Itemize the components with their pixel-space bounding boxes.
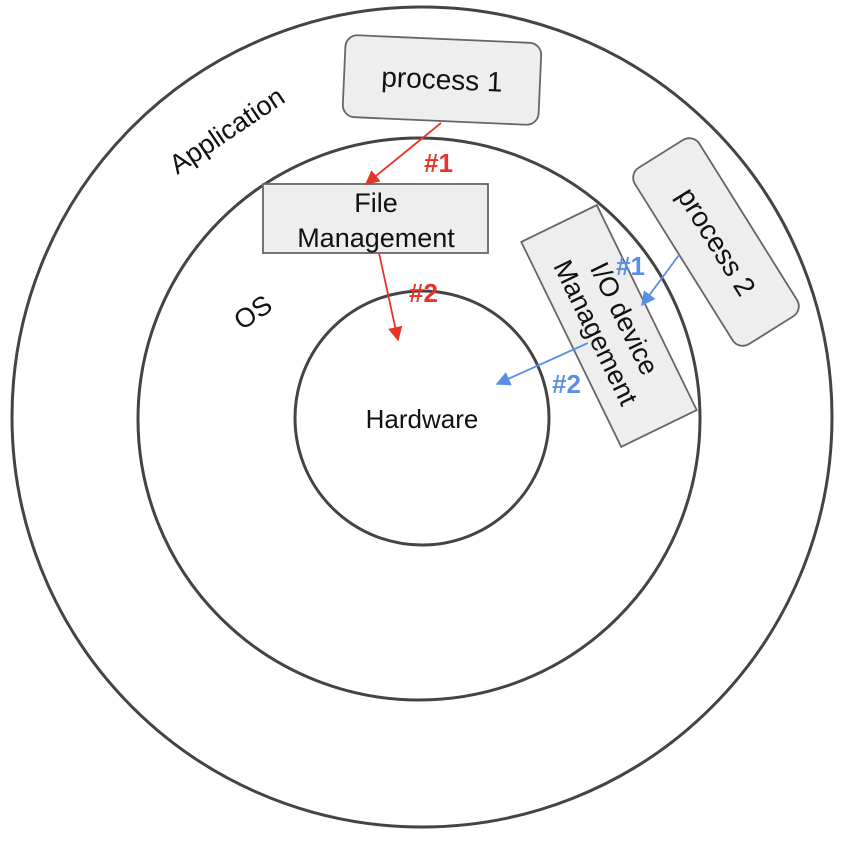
os-ring xyxy=(136,136,702,702)
red-arrow-file-to-hardware xyxy=(378,252,403,342)
process-2-box: process 2 xyxy=(632,137,800,347)
blue-arrow-io-to-hardware xyxy=(495,342,589,386)
red-step-2-label: #2 xyxy=(409,278,438,308)
file-management-label-line2: Management xyxy=(297,223,455,253)
os-label: OS xyxy=(228,289,277,336)
red-step-1-label: #1 xyxy=(424,148,453,178)
blue-arrow-process2-to-io xyxy=(641,254,680,307)
file-management-label-line1: File xyxy=(354,188,398,218)
application-label: Application xyxy=(164,81,290,180)
process-1-box: process 1 xyxy=(341,34,543,126)
application-ring xyxy=(10,5,834,829)
process-1-label: process 1 xyxy=(381,61,504,97)
red-arrow-process1-to-file xyxy=(364,122,442,185)
hardware-label: Hardware xyxy=(366,404,479,434)
blue-step-1-label: #1 xyxy=(616,251,645,281)
blue-step-2-label: #2 xyxy=(552,369,581,399)
hardware-ring xyxy=(293,289,551,547)
file-management-box: File Management xyxy=(262,183,489,254)
